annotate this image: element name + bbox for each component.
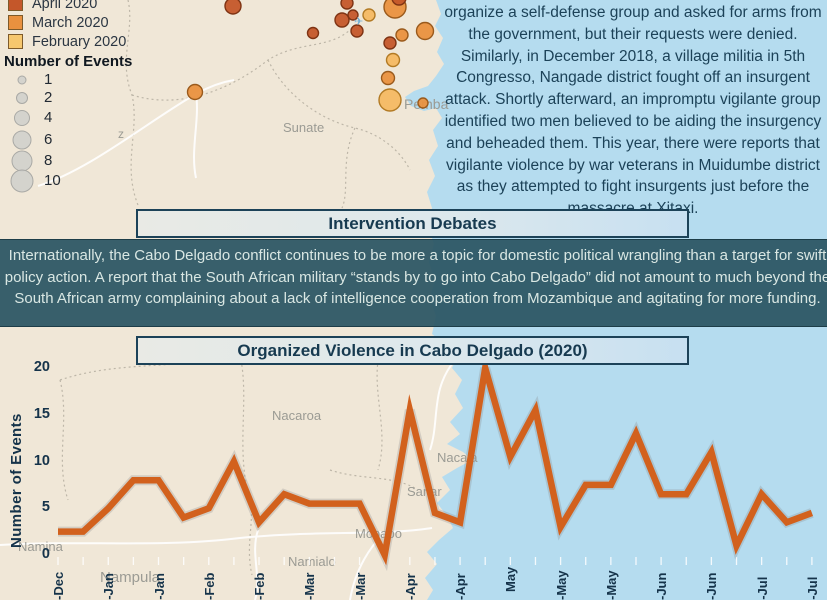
y-tick-label: 10 <box>33 452 50 469</box>
x-tick-label: -Jun <box>704 572 720 600</box>
line-series <box>58 353 814 566</box>
chart-title-header: Organized Violence in Cabo Delgado (2020… <box>136 336 689 365</box>
month-swatch <box>8 34 23 49</box>
x-tick-label: -Mar <box>302 572 318 600</box>
x-tick-label: -May <box>553 569 569 600</box>
size-circle <box>11 150 33 172</box>
militia-narrative-text: organize a self-defense group and asked … <box>444 4 822 217</box>
month-swatch <box>8 0 23 11</box>
size-circle <box>12 130 32 150</box>
y-tick-label: 15 <box>33 405 50 422</box>
event-bubbles <box>186 0 435 112</box>
size-circle <box>10 169 34 193</box>
x-tick-label: -Apr <box>402 572 418 600</box>
intervention-narrative-text: Internationally, the Cabo Delgado confli… <box>0 239 827 327</box>
x-tick-label: 2-Jul <box>754 576 770 600</box>
size-legend-circles <box>10 75 34 193</box>
x-tick-label: -Apr <box>453 572 469 600</box>
size-legend-title: Number of Events <box>4 53 133 70</box>
x-tick-label: -Mar <box>352 572 368 600</box>
map-town-label: Nacaroa <box>272 408 322 423</box>
map-town-label: Namina <box>18 539 64 554</box>
x-tick-label: -Feb <box>252 572 268 600</box>
event-bubble-april <box>391 0 407 6</box>
map-town-label: Sunate <box>283 120 324 135</box>
size-value-label: 4 <box>44 109 53 126</box>
event-bubble-february <box>378 88 402 112</box>
y-tick-label: 5 <box>41 499 50 516</box>
size-value-label: 8 <box>44 152 53 169</box>
event-bubble-april <box>340 0 354 10</box>
y-tick-label: 20 <box>33 359 50 375</box>
x-tick-label: -Feb <box>201 572 217 600</box>
x-tick-label: 2-Jan <box>101 573 117 600</box>
x-tick-label: 6-Jul <box>804 576 820 600</box>
event-bubble-april <box>383 36 397 50</box>
event-bubble-april <box>224 0 242 15</box>
events-time-series-line <box>58 353 814 572</box>
month-label: March 2020 <box>32 14 109 31</box>
month-label: April 2020 <box>32 0 98 12</box>
event-bubble-february <box>362 8 376 22</box>
event-bubble-march <box>380 70 396 86</box>
event-bubble-march <box>415 21 435 41</box>
event-bubble-april <box>347 9 359 21</box>
airport-icon: ✈ <box>354 16 364 28</box>
admin-boundaries <box>59 0 416 576</box>
x-tick-label: -Jun <box>654 572 670 600</box>
month-legend-item: April 2020 <box>8 0 126 13</box>
map-town-label: Nampula <box>100 569 161 586</box>
x-axis-ticks <box>57 557 813 565</box>
month-swatch <box>8 15 23 30</box>
size-value-label: 1 <box>44 71 53 88</box>
month-legend: April 2020 March 2020 February 2020 <box>8 0 126 51</box>
size-value-label: 2 <box>44 89 53 106</box>
size-circle <box>16 92 28 104</box>
event-bubble-april <box>350 24 364 38</box>
x-tick-label: -Dec <box>51 571 66 600</box>
y-tick-label: 0 <box>41 546 50 562</box>
month-legend-item: March 2020 <box>8 13 126 32</box>
size-circle <box>14 110 30 126</box>
map-town-label: z <box>118 127 124 141</box>
month-label: February 2020 <box>32 33 127 50</box>
size-circle <box>17 75 27 85</box>
size-value-label: 10 <box>44 172 61 189</box>
event-bubble-february <box>385 52 401 68</box>
event-bubble-april <box>306 26 320 40</box>
x-tick-label: -May <box>603 569 619 600</box>
event-bubble-march <box>417 97 429 109</box>
size-value-label: 6 <box>44 131 53 148</box>
event-bubble-march <box>186 83 204 101</box>
month-legend-item: February 2020 <box>8 32 126 51</box>
event-bubble-march <box>395 28 409 42</box>
map-town-label: Namialo <box>288 554 336 569</box>
event-bubble-april <box>334 12 350 28</box>
x-tick-label: 6-Jan <box>151 573 167 600</box>
y-axis-label: Number of Events <box>8 413 25 548</box>
x-tick-label: May <box>503 566 519 593</box>
intervention-debates-header: Intervention Debates <box>136 209 689 238</box>
